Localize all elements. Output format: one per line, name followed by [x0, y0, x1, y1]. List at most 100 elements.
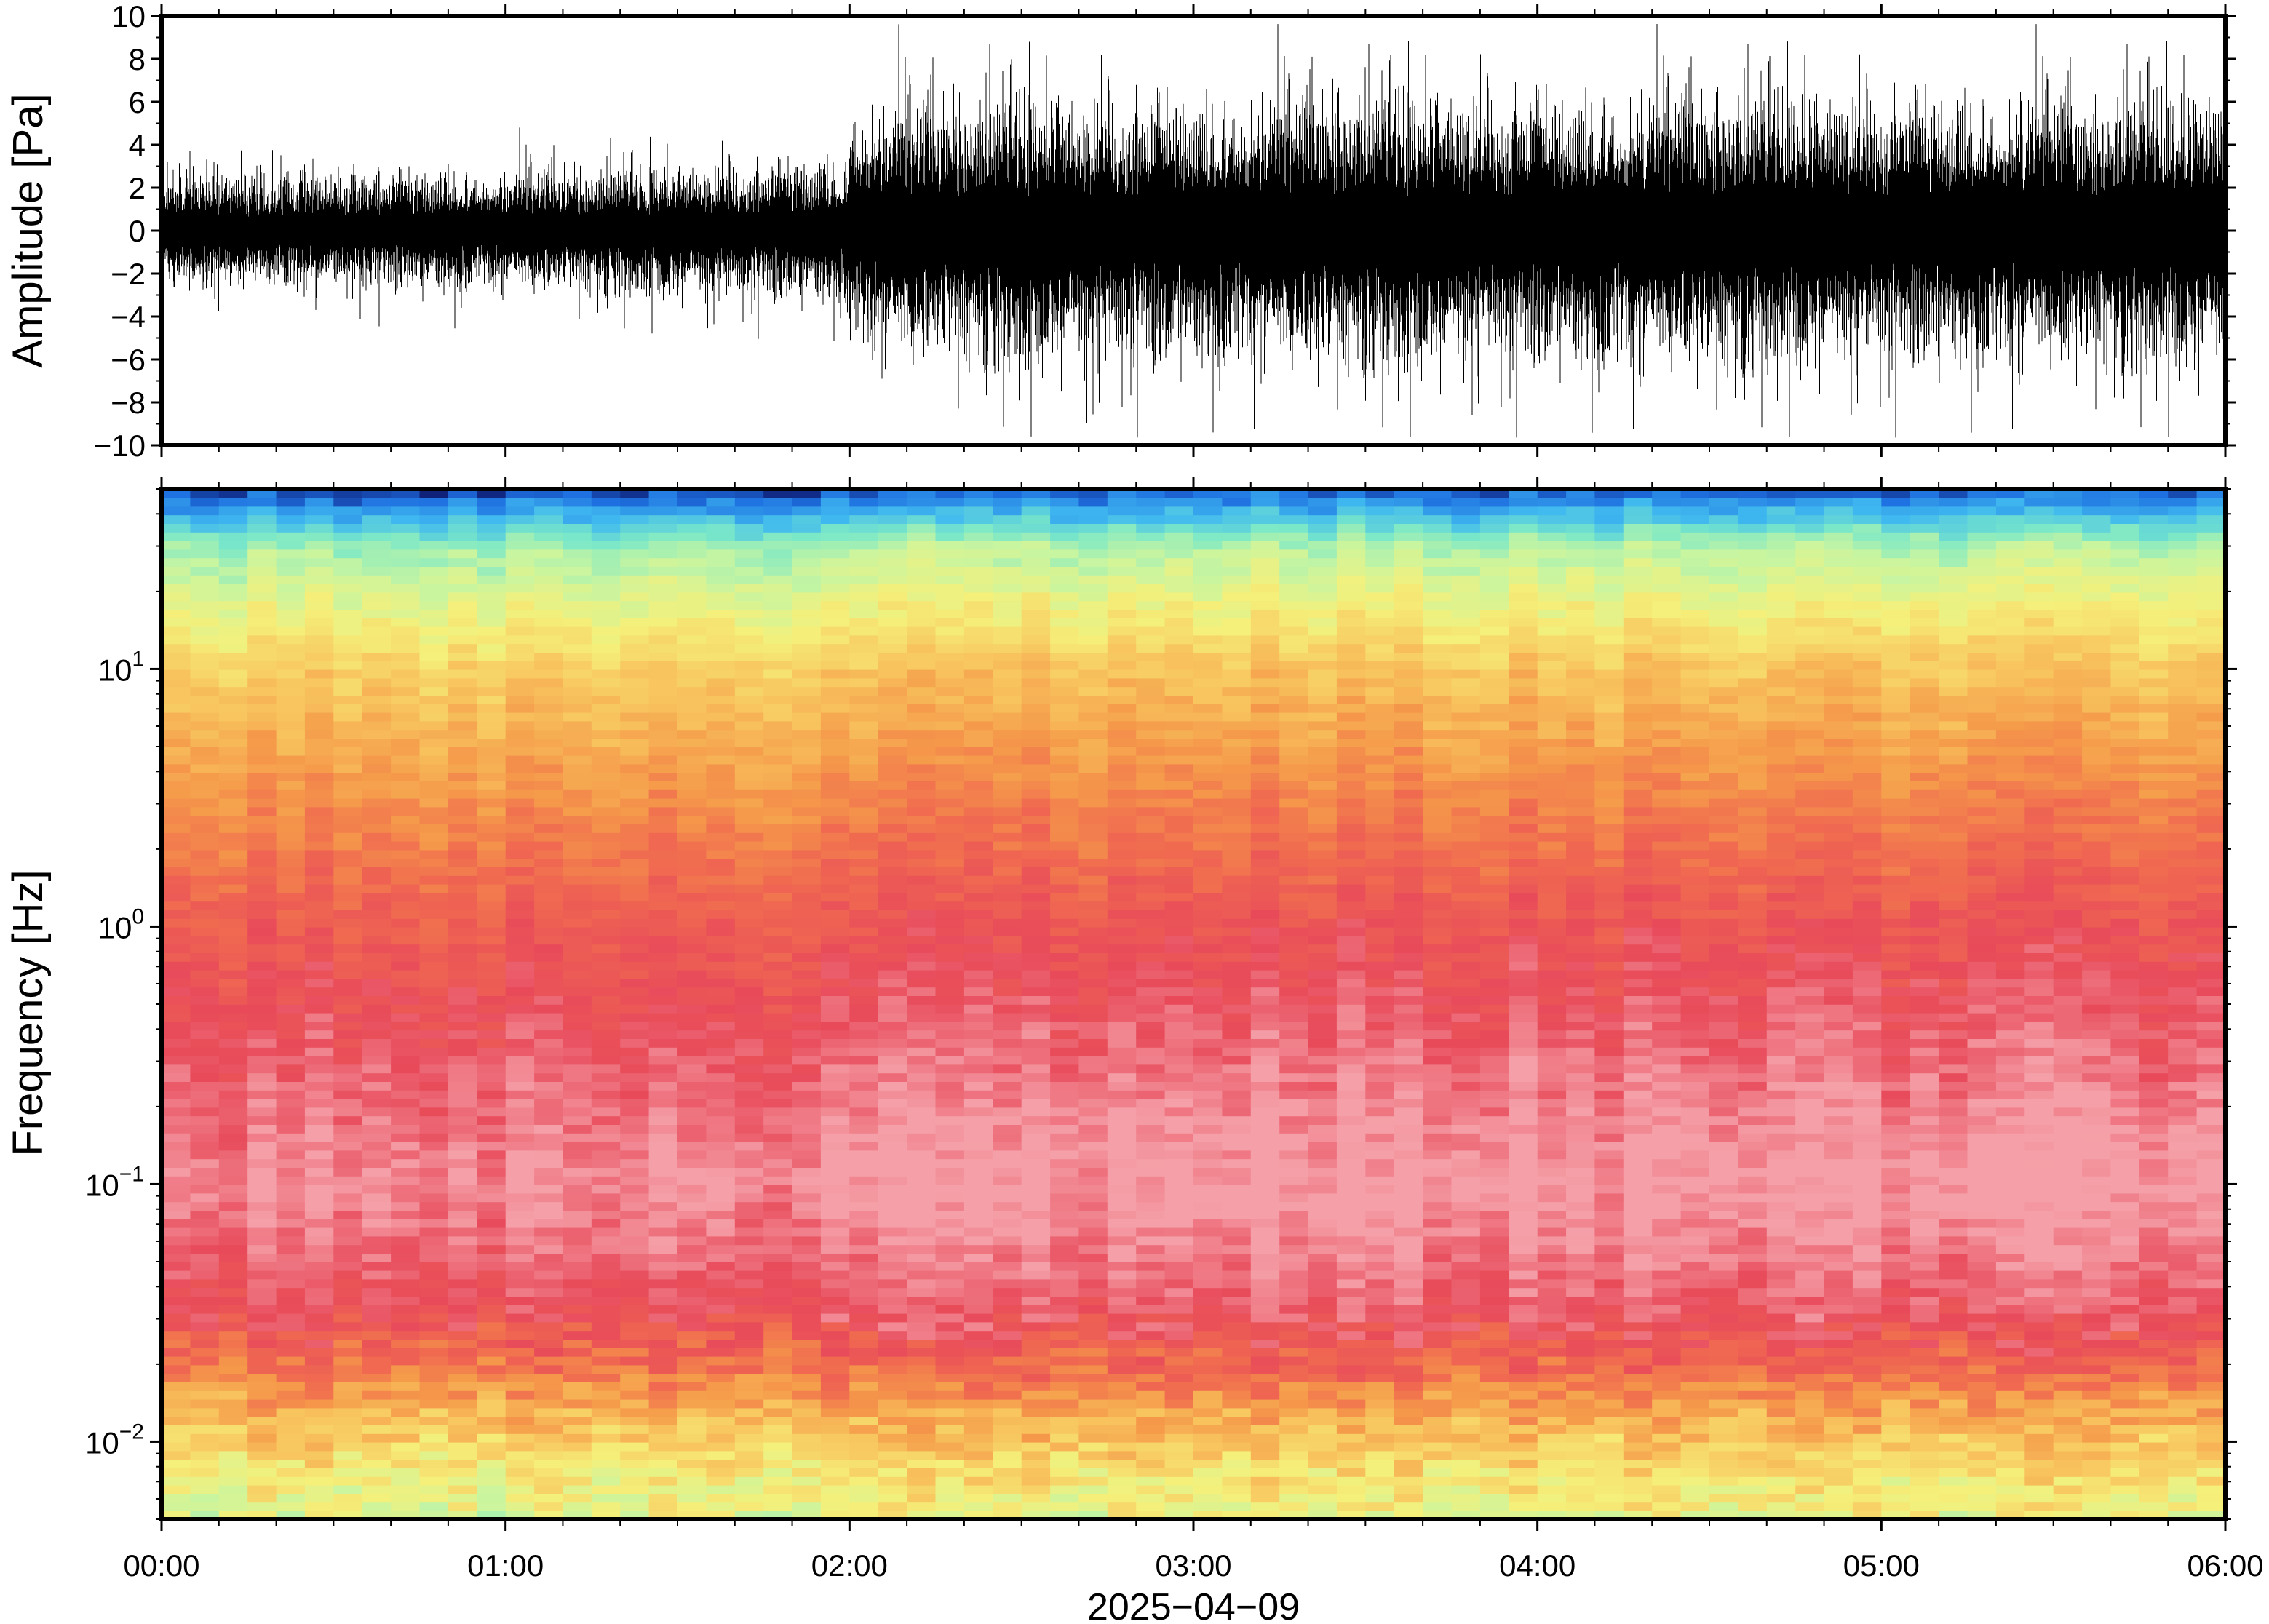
spectrogram-cell	[591, 747, 621, 756]
spectrogram-cell	[1050, 583, 1080, 593]
spectrogram-cell	[419, 738, 449, 747]
spectrogram-cell	[907, 1098, 937, 1108]
spectrogram-cell	[1078, 677, 1108, 688]
spectrogram-cell	[620, 1004, 650, 1014]
spectrogram-cell	[648, 987, 678, 996]
spectrogram-cell	[993, 1193, 1022, 1203]
spectrogram-cell	[1021, 1348, 1051, 1357]
spectrogram-cell	[162, 944, 191, 953]
spectrogram-cell	[1279, 1030, 1309, 1039]
spectrogram-cell	[1164, 1064, 1194, 1074]
spectrogram-cell	[1021, 1313, 1051, 1323]
spectrogram-cell	[247, 909, 277, 919]
spectrogram-cell	[391, 566, 421, 576]
spectrogram-cell	[935, 1115, 965, 1125]
spectrogram-cell	[907, 1493, 937, 1503]
spectrogram-cell	[620, 540, 650, 550]
spectrogram-cell	[648, 1115, 678, 1125]
spectrogram-cell	[648, 875, 678, 885]
spectrogram-cell	[907, 1235, 937, 1246]
spectrogram-cell	[763, 1484, 793, 1494]
spectrogram-cell	[162, 892, 191, 902]
spectrogram-cell	[1078, 1141, 1108, 1151]
spectrogram-cell	[648, 1167, 678, 1177]
spectrogram-cell	[849, 618, 879, 627]
spectrogram-cell	[247, 1510, 277, 1519]
spectrogram-cell	[1279, 1244, 1309, 1254]
spectrogram-cell	[993, 1210, 1022, 1219]
spectrogram-cell	[620, 935, 650, 945]
spectrogram-cell	[333, 1416, 363, 1425]
spectrogram-cell	[448, 1502, 478, 1511]
spectrogram-cell	[304, 909, 335, 919]
spectrogram-cell	[534, 1012, 564, 1022]
spectrogram-cell	[792, 918, 822, 928]
spectrogram-cell	[1021, 1468, 1051, 1477]
spectrogram-cell	[763, 729, 793, 739]
spectrogram-cell	[1164, 1227, 1194, 1237]
spectrogram-cell	[1164, 1339, 1194, 1348]
spectrogram-cell	[1021, 1356, 1051, 1366]
spectrogram-cell	[1050, 618, 1080, 627]
spectrogram-cell	[419, 1390, 449, 1400]
spectrogram-cell	[1164, 755, 1194, 765]
spectrogram-cell	[1250, 883, 1280, 893]
spectrogram-cell	[734, 797, 764, 808]
spectrogram-cell	[563, 763, 592, 773]
spectrogram-cell	[1164, 961, 1194, 971]
spectrogram-cell	[878, 566, 907, 576]
spectrogram-cell	[763, 781, 793, 790]
spectrogram-cell	[878, 797, 907, 808]
spectrogram-cell	[993, 652, 1022, 661]
spectrogram-cell	[878, 686, 907, 696]
spectrogram-cell	[477, 944, 506, 953]
spectrogram-cell	[878, 1244, 907, 1254]
spectrogram-cell	[218, 1098, 248, 1108]
spectrogram-cell	[1021, 626, 1051, 636]
spectrogram-cell	[1250, 789, 1280, 799]
spectrogram-cell	[1279, 1150, 1309, 1160]
spectrogram-cell	[1107, 1416, 1137, 1425]
spectrogram-cell	[849, 858, 879, 867]
spectrogram-cell	[963, 600, 994, 610]
spectrogram-cell	[247, 1047, 277, 1056]
spectrogram-cell	[247, 1330, 277, 1340]
spectrogram-cell	[1050, 926, 1080, 936]
spectrogram-cell	[477, 669, 506, 679]
spectrogram-cell	[935, 626, 965, 636]
spectrogram-cell	[820, 652, 851, 661]
spectrogram-cell	[820, 875, 851, 885]
spectrogram-cell	[505, 1201, 535, 1211]
spectrogram-cell	[304, 1055, 335, 1065]
spectrogram-cell	[190, 1193, 220, 1203]
spectrogram-cell	[763, 652, 793, 661]
spectrogram-cell	[706, 1510, 736, 1519]
spectrogram-cell	[792, 1502, 822, 1511]
spectrogram-cell	[1050, 1176, 1080, 1185]
spectrogram-cell	[620, 1184, 650, 1194]
spectrogram-cell	[1021, 669, 1051, 679]
spectrogram-cell	[247, 661, 277, 670]
spectrogram-cell	[935, 557, 965, 567]
spectrogram-cell	[362, 1468, 392, 1477]
spectrogram-cell	[333, 1390, 363, 1400]
spectrogram-cell	[247, 1055, 277, 1065]
spectrogram-cell	[391, 1262, 421, 1271]
spectrogram-cell	[276, 523, 306, 533]
spectrogram-cell	[276, 1450, 306, 1460]
spectrogram-cell	[1222, 1398, 1252, 1409]
spectrogram-cell	[820, 1382, 851, 1391]
spectrogram-cell	[878, 600, 907, 610]
spectrogram-cell	[162, 1270, 191, 1280]
spectrogram-cell	[1136, 1433, 1166, 1443]
spectrogram-cell	[419, 1210, 449, 1219]
spectrogram-cell	[907, 1305, 937, 1314]
spectrogram-cell	[1050, 969, 1080, 979]
spectrogram-cell	[1136, 772, 1166, 781]
spectrogram-cell	[878, 557, 907, 567]
spectrogram-cell	[1222, 1055, 1252, 1065]
spectrogram-cell	[1050, 1476, 1080, 1486]
spectrogram-cell	[419, 806, 449, 816]
spectrogram-cell	[276, 772, 306, 781]
spectrogram-cell	[1078, 1158, 1108, 1168]
